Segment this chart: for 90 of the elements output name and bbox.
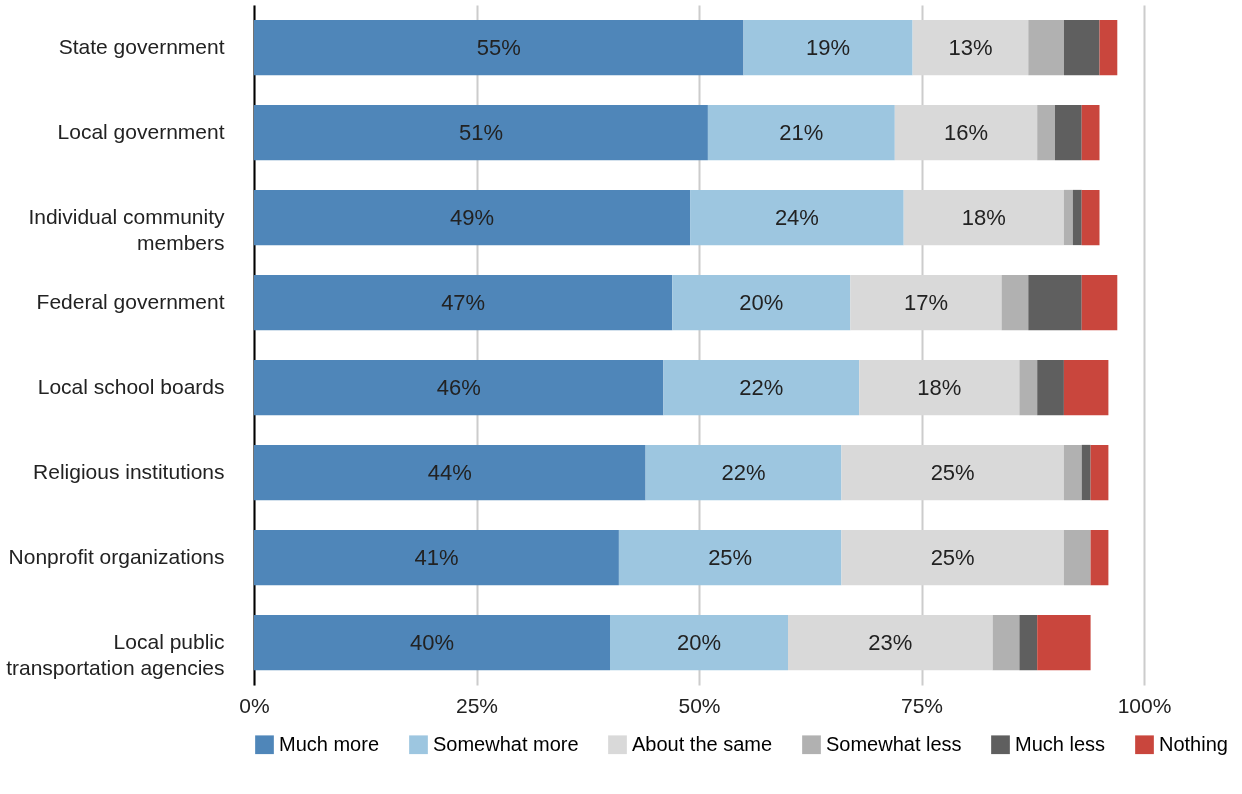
- data-label: 13%: [948, 34, 993, 60]
- bar: [707, 104, 895, 161]
- y-tick-label: Individual community members: [28, 204, 225, 254]
- data-label: 51%: [458, 119, 503, 145]
- y-tick-label: State government: [58, 34, 225, 58]
- y-tick-label: Local government: [57, 119, 225, 143]
- bar: [663, 359, 860, 416]
- bar: [672, 274, 851, 331]
- data-label: 55%: [476, 34, 521, 60]
- bar: [610, 614, 788, 671]
- y-tick-label: Local school boards: [37, 374, 225, 398]
- x-tick-label: 0%: [239, 693, 270, 717]
- y-tick-label: Religious institutions: [33, 459, 225, 483]
- y-tick-label: Local public transportation agencies: [6, 629, 225, 679]
- bar: [645, 444, 842, 501]
- data-label: 25%: [708, 544, 753, 570]
- bar: [743, 19, 913, 76]
- data-label: 44%: [427, 459, 472, 485]
- bar: [894, 104, 1038, 161]
- legend-label: About the same: [632, 732, 773, 755]
- bar: [1072, 189, 1082, 246]
- bar: [254, 104, 708, 161]
- bar: [1063, 359, 1109, 416]
- bar: [254, 359, 664, 416]
- bar: [1019, 614, 1038, 671]
- bar: [1063, 529, 1091, 586]
- bar: [859, 359, 1020, 416]
- bar: [1028, 274, 1082, 331]
- legend-label: Much less: [1015, 732, 1106, 755]
- bar: [1037, 359, 1064, 416]
- x-tick-label: 50%: [678, 693, 721, 717]
- bar: [1037, 614, 1091, 671]
- bar: [1081, 444, 1091, 501]
- data-label: 40%: [409, 629, 455, 655]
- legend-label: Much more: [279, 732, 380, 755]
- bar: [254, 19, 744, 76]
- data-label: 24%: [774, 204, 819, 230]
- bar: [254, 274, 673, 331]
- data-label: 25%: [930, 459, 975, 485]
- bar: [1063, 189, 1073, 246]
- bar: [850, 274, 1002, 331]
- bar: [992, 614, 1020, 671]
- data-label: 19%: [806, 34, 851, 60]
- data-label: 23%: [868, 629, 913, 655]
- data-label: 22%: [739, 374, 784, 400]
- bar: [1081, 189, 1100, 246]
- data-label: 22%: [721, 459, 766, 485]
- x-tick-label: 25%: [455, 693, 499, 717]
- bar: [788, 614, 993, 671]
- bar: [1037, 104, 1055, 161]
- y-tick-label: Nonprofit organizations: [8, 544, 225, 568]
- data-label: 47%: [441, 289, 486, 315]
- bar: [1090, 529, 1109, 586]
- bar: [690, 189, 904, 246]
- bar: [1099, 19, 1118, 76]
- data-label: 25%: [930, 544, 975, 570]
- data-label: 21%: [779, 119, 824, 145]
- bar: [841, 529, 1064, 586]
- data-label: 46%: [436, 374, 481, 400]
- data-label: 17%: [903, 289, 948, 315]
- bar: [903, 189, 1064, 246]
- bar: [254, 189, 691, 246]
- data-label: 18%: [961, 204, 1006, 230]
- bar: [618, 529, 842, 586]
- data-label: 16%: [943, 119, 989, 145]
- y-tick-label: Federal government: [36, 289, 225, 313]
- bar: [841, 444, 1064, 501]
- data-label: 18%: [917, 374, 962, 400]
- legend-label: Somewhat more: [433, 732, 579, 755]
- data-label: 20%: [676, 629, 722, 655]
- data-label: 41%: [414, 544, 459, 570]
- x-tick-label: 75%: [900, 693, 944, 717]
- bar: [254, 529, 619, 586]
- bar: [1028, 19, 1064, 76]
- bar: [1081, 274, 1118, 331]
- bar: [254, 614, 610, 671]
- bar: [1001, 274, 1029, 331]
- bar: [254, 444, 646, 501]
- x-tick-label: 100%: [1117, 693, 1172, 717]
- bar: [1081, 104, 1100, 161]
- bar: [1063, 444, 1082, 501]
- data-label: 49%: [450, 204, 495, 230]
- bar: [1019, 359, 1038, 416]
- bar: [1055, 104, 1082, 161]
- legend-label: Somewhat less: [826, 732, 962, 755]
- bar: [912, 19, 1029, 76]
- data-label: 20%: [739, 289, 784, 315]
- legend-label: Nothing: [1159, 732, 1228, 755]
- bar: [1090, 444, 1109, 501]
- bar: [1063, 19, 1100, 76]
